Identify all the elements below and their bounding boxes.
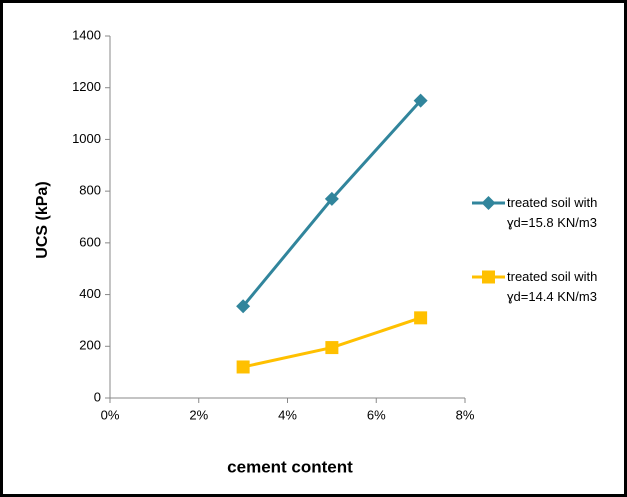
marker — [414, 311, 428, 325]
x-tick-label: 6% — [367, 407, 386, 422]
marker — [325, 341, 339, 355]
legend-label: treated soil with ɣd=14.4 KN/m3 — [507, 269, 598, 304]
chart: UCS (kPa) cement content 0 200 400 600 800 10… — [34, 27, 505, 476]
y-tick-label: 800 — [79, 183, 101, 198]
legend-marker — [482, 270, 495, 284]
y-axis-title: UCS (kPa) — [34, 181, 51, 258]
y-tick-label: 0 — [94, 389, 101, 404]
y-tick-label: 600 — [79, 234, 101, 249]
marker — [236, 360, 250, 374]
legend-marker — [481, 196, 496, 210]
x-tick-label: 2% — [189, 407, 208, 422]
y-tick-label: 1200 — [72, 79, 101, 94]
y-tick-label: 1400 — [72, 27, 101, 42]
marker — [413, 93, 428, 108]
y-tick-label: 200 — [79, 338, 101, 353]
x-tick-label: 0% — [101, 407, 120, 422]
y-tick-label: 1000 — [72, 131, 101, 146]
x-tick-label: 4% — [278, 407, 297, 422]
legend-label: treated soil with ɣd=15.8 KN/m3 — [507, 195, 598, 230]
x-axis-title: cement content — [227, 457, 353, 476]
marker — [236, 299, 251, 314]
x-tick-label: 8% — [456, 407, 475, 422]
y-tick-label: 400 — [79, 286, 101, 301]
marker — [324, 191, 339, 206]
